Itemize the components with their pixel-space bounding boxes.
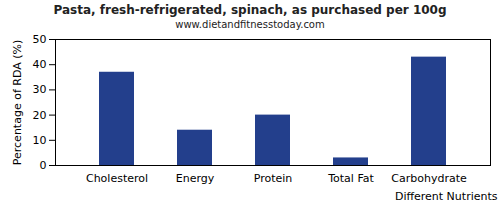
svg-text:0: 0 — [40, 159, 47, 172]
svg-text:10: 10 — [33, 134, 47, 147]
svg-text:40: 40 — [33, 58, 47, 71]
svg-text:Total Fat: Total Fat — [327, 172, 374, 185]
svg-text:Cholesterol: Cholesterol — [86, 172, 148, 185]
svg-text:30: 30 — [33, 83, 47, 96]
svg-text:Different Nutrients: Different Nutrients — [395, 190, 498, 200]
svg-text:Carbohydrate: Carbohydrate — [391, 172, 467, 185]
svg-text:50: 50 — [33, 33, 47, 46]
svg-text:Energy: Energy — [176, 172, 215, 185]
svg-text:Protein: Protein — [254, 172, 293, 185]
svg-text:Percentage of RDA (%): Percentage of RDA (%) — [11, 40, 24, 165]
html-text:www.dietandfitnesstoday.com: www.dietandfitnesstoday.com — [175, 19, 325, 30]
html-text:Pasta, fresh-refrigerated, spi: Pasta, fresh-refrigerated, spinach, as p… — [53, 3, 447, 17]
svg-text:20: 20 — [33, 109, 47, 122]
